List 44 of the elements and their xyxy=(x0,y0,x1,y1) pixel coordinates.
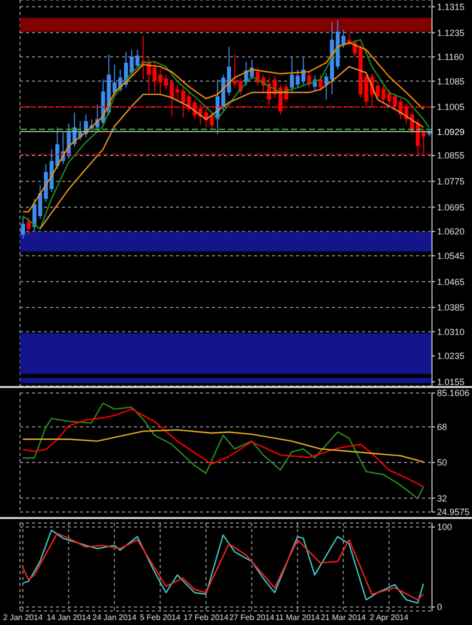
x-tick-label: 5 Feb 2014 xyxy=(140,613,181,622)
y-tick-label: 1.0695 xyxy=(437,202,465,212)
candlestick xyxy=(301,57,306,86)
y-tick-label: 1.1005 xyxy=(437,102,465,112)
x-tick-label: 21 Mar 2014 xyxy=(320,613,366,622)
candlestick xyxy=(341,29,346,48)
y-tick-label: 1.0465 xyxy=(437,276,465,287)
y-tick-label: 0 xyxy=(437,602,442,612)
y-tick-label: 24.9575 xyxy=(437,507,470,518)
y-tick-label: 1.0310 xyxy=(437,326,465,337)
y-tick-label: 1.0155 xyxy=(437,376,465,387)
y-tick-label: 1.0620 xyxy=(437,226,465,237)
y-tick-label: 1.0235 xyxy=(437,351,465,362)
line-series xyxy=(22,429,424,463)
candlestick xyxy=(232,54,237,88)
y-tick-label: 1.1315 xyxy=(437,2,465,12)
y-tick-label: 1.0855 xyxy=(437,150,465,161)
y-tick-label: 68 xyxy=(437,422,448,432)
x-tick-label: 2 Apr 2014 xyxy=(370,613,409,622)
y-tick-label: 1.1160 xyxy=(437,52,464,62)
y-tick-label: 85.1606 xyxy=(437,388,470,398)
candlestick xyxy=(26,216,31,236)
x-tick-label: 11 Mar 2014 xyxy=(275,613,320,622)
y-tick-label: 1.0775 xyxy=(437,176,465,187)
y-tick-label: 32 xyxy=(437,493,448,504)
y-tick-label: 50 xyxy=(437,458,448,468)
y-tick-label: 1.0545 xyxy=(437,250,465,261)
x-tick-label: 17 Feb 2014 xyxy=(184,613,229,622)
line-series xyxy=(39,66,424,230)
x-tick-label: 24 Jan 2014 xyxy=(92,613,137,622)
candlestick xyxy=(135,49,140,68)
ref-line-label: 1.0929 xyxy=(437,126,465,137)
x-tick-label: 27 Feb 2014 xyxy=(229,613,275,622)
y-tick-label: 1.1085 xyxy=(437,76,465,86)
candlestick xyxy=(21,216,25,240)
y-tick-label: 1.0385 xyxy=(437,302,465,313)
line-series xyxy=(22,408,424,488)
x-tick-label: 2 Jan 2014 xyxy=(3,613,44,622)
y-tick-label: 100 xyxy=(437,522,452,532)
line-series xyxy=(22,402,424,500)
candlestick xyxy=(318,74,323,92)
y-tick-label: 1.1235 xyxy=(437,28,465,38)
x-tick-label: 14 Jan 2014 xyxy=(46,613,92,622)
candlestick xyxy=(210,112,214,130)
